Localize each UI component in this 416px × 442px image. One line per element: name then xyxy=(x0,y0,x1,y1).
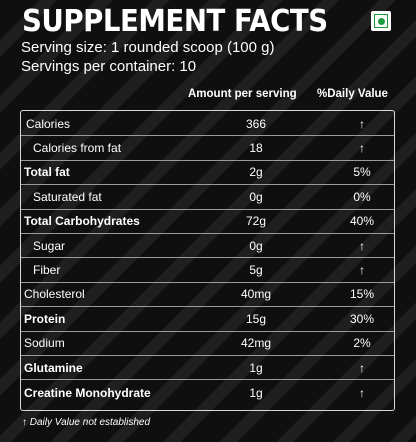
row-amount: 40mg xyxy=(240,287,272,302)
amount-header: Amount per serving xyxy=(188,88,297,100)
nutrition-table: Calories 366 ↑ Calories from fat 18 ↑ To… xyxy=(20,110,395,411)
row-amount: 0g xyxy=(249,238,263,253)
daily-value-header: %Daily Value xyxy=(317,88,388,100)
table-row: Glutamine 1g ↑ xyxy=(21,356,394,381)
row-amount: 1g xyxy=(249,385,263,400)
row-daily-value: 30% xyxy=(349,311,375,326)
row-amount: 1g xyxy=(249,360,263,375)
row-daily-value: 0% xyxy=(353,189,371,204)
row-label: Total fat xyxy=(24,165,70,180)
table-row: Sugar 0g ↑ xyxy=(21,234,394,259)
row-label: Sugar xyxy=(33,238,66,253)
row-amount: 366 xyxy=(245,116,267,131)
table-row: Sodium 42mg 2% xyxy=(21,332,394,356)
row-amount: 72g xyxy=(245,214,267,229)
row-daily-value: 15% xyxy=(349,287,375,302)
row-amount: 0g xyxy=(249,189,263,204)
table-row: Total fat 2g 5% xyxy=(21,161,394,186)
row-label: Fiber xyxy=(33,263,61,278)
row-daily-value: ↑ xyxy=(359,263,365,278)
table-row: Fiber 5g ↑ xyxy=(21,258,394,283)
table-row: Protein 15g 30% xyxy=(21,307,394,332)
row-label: Creatine Monohydrate xyxy=(24,385,151,400)
row-amount: 42mg xyxy=(240,336,272,351)
row-amount: 5g xyxy=(249,263,263,278)
row-daily-value: 40% xyxy=(349,214,375,229)
row-daily-value: ↑ xyxy=(359,116,365,131)
table-row: Total Carbohydrates 72g 40% xyxy=(21,210,394,234)
row-label: Cholesterol xyxy=(24,287,85,302)
row-daily-value: ↑ xyxy=(359,360,365,375)
row-daily-value: ↑ xyxy=(359,238,365,253)
veg-symbol-icon xyxy=(371,11,391,31)
row-label: Sodium xyxy=(24,336,65,351)
row-label: Calories xyxy=(26,116,71,131)
table-row: Calories 366 ↑ xyxy=(21,112,394,137)
row-label: Glutamine xyxy=(24,360,83,375)
row-amount: 15g xyxy=(245,311,267,326)
row-label: Total Carbohydrates xyxy=(24,214,140,229)
row-amount: 2g xyxy=(249,165,263,180)
page-title: SUPPLEMENT FACTS xyxy=(22,4,328,39)
table-row: Calories from fat 18 ↑ xyxy=(21,136,394,161)
servings-per-container: Servings per container: 10 xyxy=(21,58,197,75)
row-daily-value: ↑ xyxy=(359,141,365,156)
serving-size: Serving size: 1 rounded scoop (100 g) xyxy=(21,39,275,56)
row-daily-value: ↑ xyxy=(359,385,365,400)
row-daily-value: 2% xyxy=(353,336,371,351)
table-row: Saturated fat 0g 0% xyxy=(21,185,394,210)
table-row: Creatine Monohydrate 1g ↑ xyxy=(21,380,394,404)
row-label: Protein xyxy=(24,311,66,326)
row-label: Calories from fat xyxy=(33,141,122,156)
footnote: ↑ Daily Value not established xyxy=(22,417,151,428)
row-label: Saturated fat xyxy=(33,189,102,204)
row-amount: 18 xyxy=(249,141,263,156)
table-row: Cholesterol 40mg 15% xyxy=(21,283,394,308)
table-header: Amount per serving %Daily Value xyxy=(20,88,394,106)
row-daily-value: 5% xyxy=(353,165,371,180)
